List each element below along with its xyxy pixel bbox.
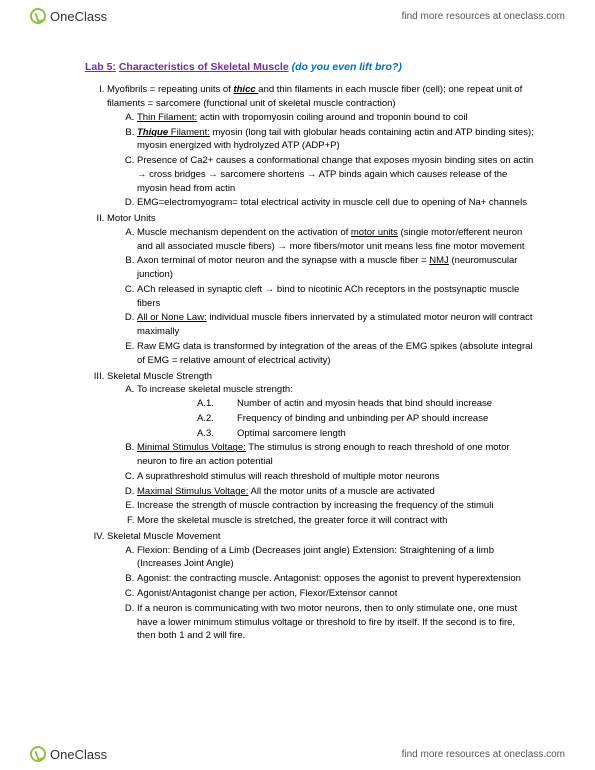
- header-tagline: find more resources at oneclass.com: [402, 11, 565, 22]
- text: actin with tropomyosin coiling around an…: [197, 112, 467, 123]
- item-3f: More the skeletal muscle is stretched, t…: [137, 514, 535, 528]
- brand-name: OneClass: [50, 9, 107, 24]
- section-1: Myofibrils = repeating units of thicc an…: [107, 83, 535, 210]
- pre: Muscle mechanism dependent on the activa…: [137, 227, 351, 238]
- item-1a: Thin Filament: actin with tropomyosin co…: [137, 111, 535, 125]
- u: All or None Law:: [137, 312, 207, 323]
- pre: Axon terminal of motor neuron and the sy…: [137, 255, 429, 266]
- intro-bold: thicc: [233, 84, 258, 95]
- intro-pre: Myofibrils = repeating units of: [107, 84, 233, 95]
- section-1-intro: Myofibrils = repeating units of thicc an…: [107, 84, 522, 109]
- page-header: OneClass find more resources at oneclass…: [0, 0, 595, 32]
- post: All the motor units of a muscle are acti…: [248, 486, 434, 497]
- title-label: Lab 5:: [85, 61, 116, 73]
- item-3a: To increase skeletal muscle strength: Nu…: [137, 383, 535, 440]
- section-1-items: Thin Filament: actin with tropomyosin co…: [107, 111, 535, 210]
- item-3d: Maximal Stimulus Voltage: All the motor …: [137, 485, 535, 499]
- section-3-items: To increase skeletal muscle strength: Nu…: [107, 383, 535, 528]
- item-4a: Flexion: Bending of a Limb (Decreases jo…: [137, 544, 535, 572]
- section-2-items: Muscle mechanism dependent on the activa…: [107, 226, 535, 368]
- item-2b: Axon terminal of motor neuron and the sy…: [137, 254, 535, 282]
- text: Number of actin and myosin heads that bi…: [237, 398, 492, 409]
- item-3a-sub: Number of actin and myosin heads that bi…: [137, 397, 535, 440]
- brand-logo: OneClass: [30, 8, 107, 24]
- section-4-heading: Skeletal Muscle Movement: [107, 531, 221, 542]
- text: To increase skeletal muscle strength:: [137, 384, 293, 395]
- item-4c: Agonist/Antagonist change per action, Fl…: [137, 587, 535, 601]
- u: Maximal Stimulus Voltage:: [137, 486, 248, 497]
- item-3e: Increase the strength of muscle contract…: [137, 499, 535, 513]
- brand-name-footer: OneClass: [50, 747, 107, 762]
- title-subtitle: (do you even lift bro?): [292, 61, 402, 73]
- brand-logo-footer: OneClass: [30, 746, 107, 762]
- item-1b: Thique Filament: myosin (long tail with …: [137, 126, 535, 154]
- text: Optimal sarcomere length: [237, 428, 346, 439]
- sub-a1: Number of actin and myosin heads that bi…: [197, 397, 535, 411]
- item-1c: Presence of Ca2+ causes a conformational…: [137, 154, 535, 195]
- section-3-heading: Skeletal Muscle Strength: [107, 371, 212, 382]
- item-2c: ACh released in synaptic cleft → bind to…: [137, 283, 535, 311]
- outline-root: Myofibrils = repeating units of thicc an…: [85, 83, 535, 643]
- section-4: Skeletal Muscle Movement Flexion: Bendin…: [107, 530, 535, 643]
- item-4b: Agonist: the contracting muscle. Antagon…: [137, 572, 535, 586]
- item-3b: Minimal Stimulus Voltage: The stimulus i…: [137, 441, 535, 469]
- footer-tagline: find more resources at oneclass.com: [402, 749, 565, 760]
- item-2d: All or None Law: individual muscle fiber…: [137, 311, 535, 339]
- item-4d: If a neuron is communicating with two mo…: [137, 602, 535, 643]
- title-main: Characteristics of Skeletal Muscle: [119, 61, 289, 73]
- leaf-icon: [30, 8, 46, 24]
- item-2a: Muscle mechanism dependent on the activa…: [137, 226, 535, 254]
- document-title: Lab 5: Characteristics of Skeletal Muscl…: [85, 60, 535, 75]
- item-1d: EMG=electromyogram= total electrical act…: [137, 196, 535, 210]
- section-4-items: Flexion: Bending of a Limb (Decreases jo…: [107, 544, 535, 643]
- lead: Thin Filament:: [137, 112, 197, 123]
- sub-a2: Frequency of binding and unbinding per A…: [197, 412, 535, 426]
- sub-a3: Optimal sarcomere length: [197, 427, 535, 441]
- lead-b: Thique: [137, 127, 168, 138]
- u: motor units: [351, 227, 398, 238]
- text: Frequency of binding and unbinding per A…: [237, 413, 488, 424]
- leaf-icon: [30, 746, 46, 762]
- document-body: Lab 5: Characteristics of Skeletal Muscl…: [85, 60, 535, 644]
- u: NMJ: [429, 255, 449, 266]
- lead-after: Filament:: [168, 127, 210, 138]
- page-footer: OneClass find more resources at oneclass…: [0, 738, 595, 770]
- section-2: Motor Units Muscle mechanism dependent o…: [107, 212, 535, 367]
- section-3: Skeletal Muscle Strength To increase ske…: [107, 370, 535, 528]
- section-2-heading: Motor Units: [107, 213, 156, 224]
- item-2e: Raw EMG data is transformed by integrati…: [137, 340, 535, 368]
- item-3c: A suprathreshold stimulus will reach thr…: [137, 470, 535, 484]
- u: Minimal Stimulus Voltage:: [137, 442, 246, 453]
